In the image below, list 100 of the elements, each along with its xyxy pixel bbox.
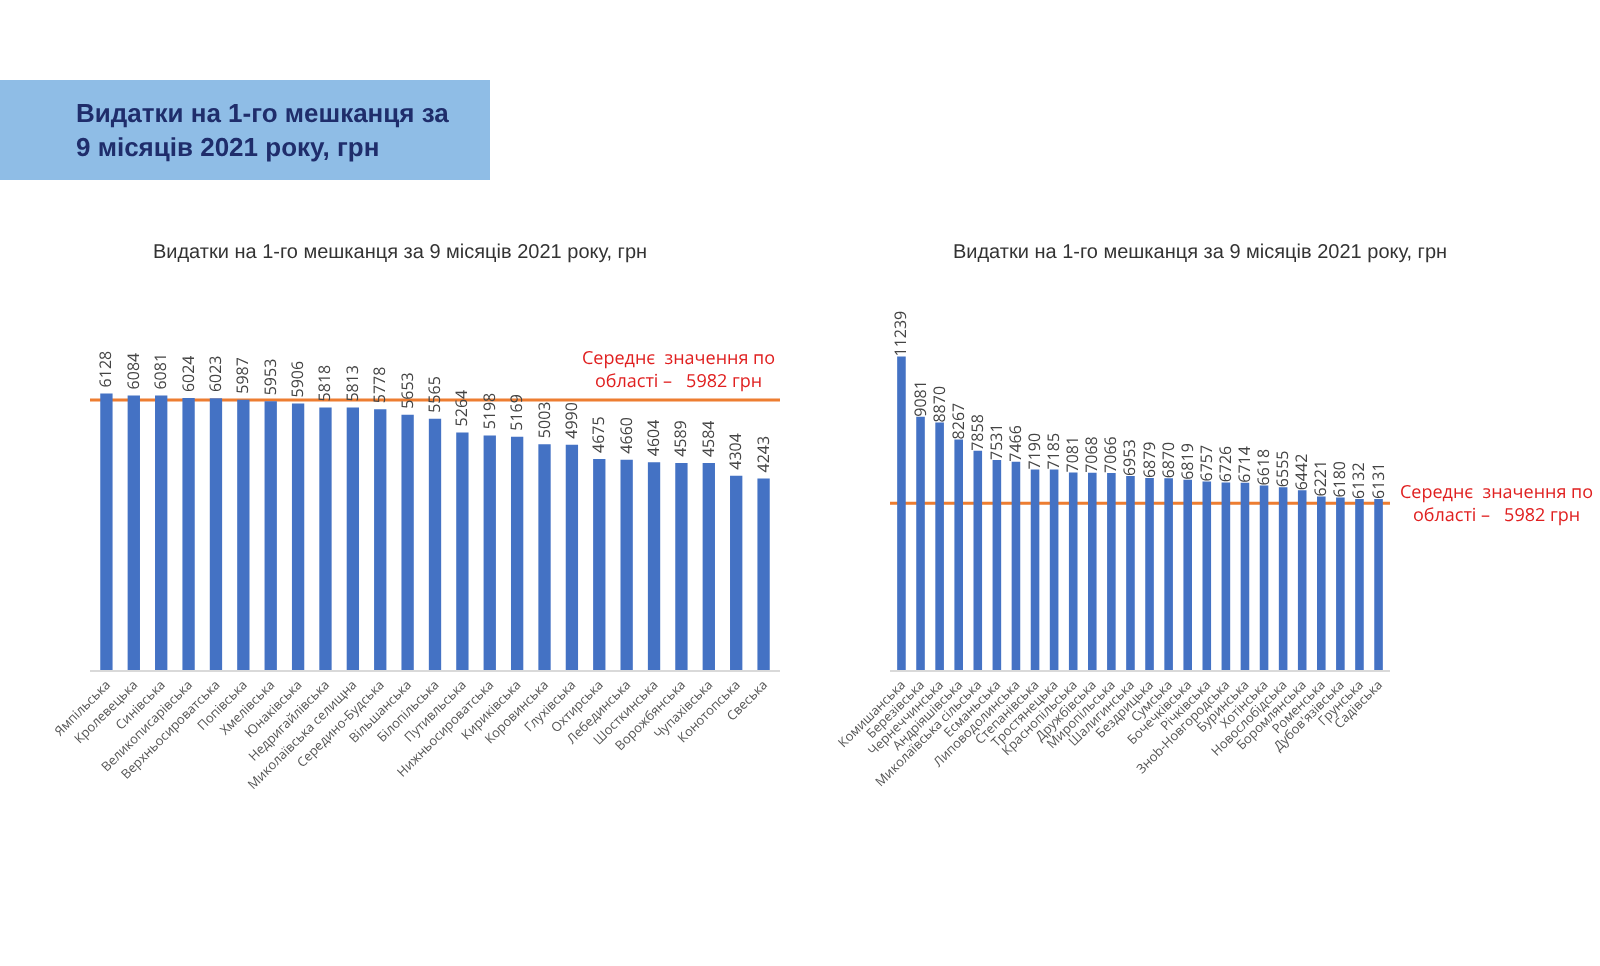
bar xyxy=(1107,472,1116,670)
data-label: 5818 xyxy=(314,363,337,402)
data-label: 4243 xyxy=(752,435,775,473)
data-label: 5198 xyxy=(478,391,501,430)
data-label: 4304 xyxy=(725,432,748,470)
data-label: 5906 xyxy=(287,359,310,398)
data-label: 5653 xyxy=(396,371,419,409)
data-label: 6726 xyxy=(1214,444,1237,483)
data-label: 6023 xyxy=(204,354,227,393)
data-label: 7190 xyxy=(1024,431,1047,470)
bar xyxy=(456,432,469,670)
bar xyxy=(100,393,113,670)
bar xyxy=(1030,469,1040,670)
data-label: 7858 xyxy=(966,413,989,451)
data-label: 6132 xyxy=(1348,461,1371,499)
data-label: 4675 xyxy=(588,415,611,453)
bar xyxy=(1183,479,1192,670)
data-label: 6131 xyxy=(1367,462,1390,499)
bar xyxy=(1374,498,1383,670)
data-label: 4584 xyxy=(697,419,720,458)
bar xyxy=(620,459,633,670)
bar xyxy=(757,478,770,670)
bar xyxy=(1259,485,1269,670)
data-label: 5169 xyxy=(506,393,529,431)
bar xyxy=(1317,496,1326,670)
bar xyxy=(155,395,168,670)
bar xyxy=(428,418,442,670)
data-label: 7066 xyxy=(1100,435,1123,473)
data-label: 5778 xyxy=(369,365,392,404)
data-label: 6024 xyxy=(177,354,200,393)
bar xyxy=(730,475,743,670)
data-label: 6879 xyxy=(1138,440,1161,479)
bar xyxy=(1240,482,1250,670)
data-label: 6084 xyxy=(122,351,145,390)
bar xyxy=(954,439,963,670)
bar xyxy=(675,462,688,670)
data-label: 4990 xyxy=(560,401,583,439)
bar xyxy=(1068,472,1078,670)
bar xyxy=(1336,497,1345,670)
data-label: 6442 xyxy=(1291,452,1314,491)
data-label: 5813 xyxy=(341,364,364,402)
data-label: 5987 xyxy=(232,356,255,394)
bar xyxy=(1221,482,1231,670)
data-label: 4604 xyxy=(643,418,666,457)
data-label: 8870 xyxy=(928,385,951,423)
bar xyxy=(346,407,360,670)
bar xyxy=(916,416,925,670)
data-label: 7466 xyxy=(1004,424,1027,462)
bar xyxy=(209,398,223,670)
data-label: 5003 xyxy=(533,400,556,439)
data-label: 6953 xyxy=(1119,438,1142,477)
bar xyxy=(1145,478,1154,670)
bar xyxy=(1355,498,1364,670)
data-label: 6618 xyxy=(1253,447,1276,486)
bar xyxy=(264,401,277,670)
data-label: 6870 xyxy=(1157,440,1180,479)
bar xyxy=(1126,476,1135,670)
bar xyxy=(483,435,496,670)
bar xyxy=(237,399,250,670)
bar xyxy=(510,436,524,670)
data-label: 4660 xyxy=(615,416,638,454)
bar xyxy=(897,356,906,670)
bar xyxy=(538,444,551,670)
bar xyxy=(565,444,579,670)
bar xyxy=(291,403,305,670)
data-label: 6221 xyxy=(1310,459,1333,497)
data-label: 9081 xyxy=(909,380,932,417)
bar xyxy=(992,459,1002,670)
data-label: 5953 xyxy=(259,357,282,396)
data-label: 8267 xyxy=(947,401,970,440)
bar xyxy=(1088,472,1097,670)
data-label: 11239 xyxy=(890,309,913,357)
data-label: 7185 xyxy=(1043,432,1066,470)
bar xyxy=(1011,461,1021,670)
bar xyxy=(1278,487,1288,670)
data-label: 6555 xyxy=(1272,449,1295,488)
bar xyxy=(1297,490,1307,670)
bar xyxy=(593,459,606,670)
bar xyxy=(374,409,387,670)
bar xyxy=(319,407,332,670)
data-label: 6757 xyxy=(1195,444,1218,482)
bar xyxy=(647,462,661,670)
ref-line-label: Середнє значення по області – 5982 грн xyxy=(1400,478,1594,528)
bar xyxy=(1164,478,1173,670)
data-label: 6180 xyxy=(1329,460,1352,498)
data-label: 6081 xyxy=(150,352,173,390)
data-label: 7068 xyxy=(1081,435,1104,473)
data-label: 6714 xyxy=(1233,445,1256,483)
bar xyxy=(935,422,944,670)
bar xyxy=(127,395,140,670)
data-label: 6128 xyxy=(95,349,118,388)
data-label: 5264 xyxy=(451,388,474,427)
bar xyxy=(182,398,195,670)
data-label: 4589 xyxy=(670,419,693,457)
data-label: 7081 xyxy=(1062,435,1085,473)
data-label: 7531 xyxy=(985,423,1008,460)
bar xyxy=(401,414,414,670)
bar xyxy=(702,463,715,670)
ref-line-label: Середнє значення по області – 5982 грн xyxy=(582,344,776,394)
bar xyxy=(1202,481,1212,670)
